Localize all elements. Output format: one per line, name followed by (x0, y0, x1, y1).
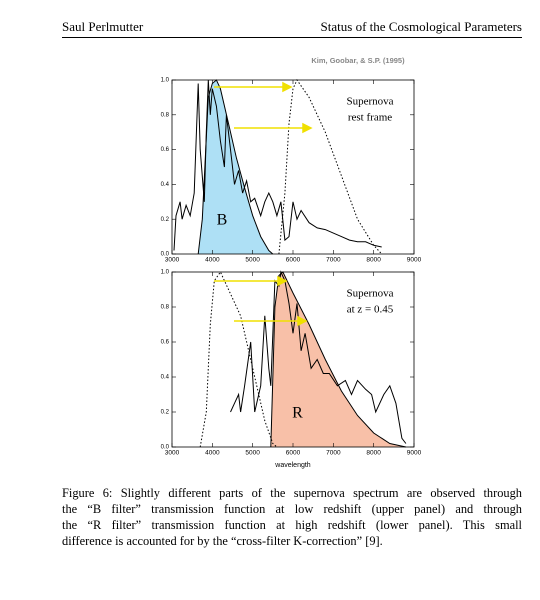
arrow-head (297, 315, 308, 327)
x-tick-label: 5000 (245, 257, 260, 264)
x-tick-label: 4000 (205, 257, 220, 264)
x-tick-label: 3000 (165, 450, 180, 457)
arrow-head (282, 81, 293, 93)
spectrum-line (230, 270, 407, 444)
credit: Kim, Goobar, & S.P. (1995) (311, 56, 405, 65)
caption-line: Figure 6: Slightly different parts of th… (62, 486, 522, 500)
x-tick-label: 8000 (366, 450, 381, 457)
filter-label: R (292, 404, 303, 421)
y-tick-label: 1.0 (161, 270, 170, 276)
spectrum-line (278, 78, 383, 255)
y-tick-label: 0.6 (161, 340, 170, 346)
filter-area (197, 79, 274, 255)
header-section: Status of the Cosmological Parameters (320, 19, 522, 34)
spectrum-line (173, 79, 382, 251)
y-tick-label: 0.4 (161, 375, 170, 381)
annotation: at z = 0.45 (347, 304, 394, 316)
x-tick-label: 3000 (165, 257, 180, 264)
arrows (214, 81, 313, 327)
annotation: Supernova (346, 288, 393, 300)
x-tick-label: 9000 (407, 257, 422, 264)
figure: Kim, Goobar, & S.P. (1995) B R 0.0 0.2 0.4 0… (161, 56, 422, 469)
header-rule (62, 37, 522, 38)
y-tick-label: 0.0 (161, 445, 170, 451)
x-tick-label: 8000 (366, 257, 381, 264)
caption-line: the “R filter” transmission function at … (62, 518, 522, 532)
arrow-head (302, 122, 313, 134)
x-tick-label: 7000 (326, 450, 341, 457)
filter-label: B (217, 212, 228, 229)
spectrum-line (199, 270, 278, 448)
caption-line: difference is accounted for by the “cros… (62, 534, 383, 548)
y-tick-label: 0.0 (161, 252, 170, 258)
annotation: Supernova (346, 96, 393, 108)
x-tick-label: 5000 (245, 450, 260, 457)
x-tick-label: 7000 (326, 257, 341, 264)
x-tick-label: 4000 (205, 450, 220, 457)
x-tick-label: 6000 (286, 257, 301, 264)
y-tick-label: 0.4 (161, 182, 170, 188)
arrow-head (277, 275, 288, 287)
y-tick-label: 1.0 (161, 78, 170, 84)
y-tick-label: 0.6 (161, 147, 170, 153)
header-author: Saul Perlmutter (62, 19, 144, 34)
x-tick-label: 6000 (286, 450, 301, 457)
annotation: rest frame (348, 112, 392, 124)
x-axis-label: wavelength (274, 462, 311, 469)
y-tick-label: 0.8 (161, 112, 170, 118)
y-tick-label: 0.8 (161, 305, 170, 311)
caption-line: the “B filter” transmission function at … (62, 502, 522, 516)
x-tick-label: 9000 (407, 450, 422, 457)
y-tick-label: 0.2 (161, 410, 170, 416)
y-tick-label: 0.2 (161, 217, 170, 223)
